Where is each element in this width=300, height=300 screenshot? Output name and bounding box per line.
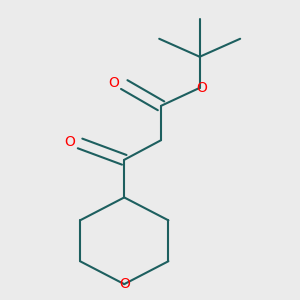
Text: O: O	[64, 135, 75, 149]
Text: O: O	[119, 277, 130, 291]
Text: O: O	[196, 81, 207, 95]
Text: O: O	[109, 76, 119, 90]
